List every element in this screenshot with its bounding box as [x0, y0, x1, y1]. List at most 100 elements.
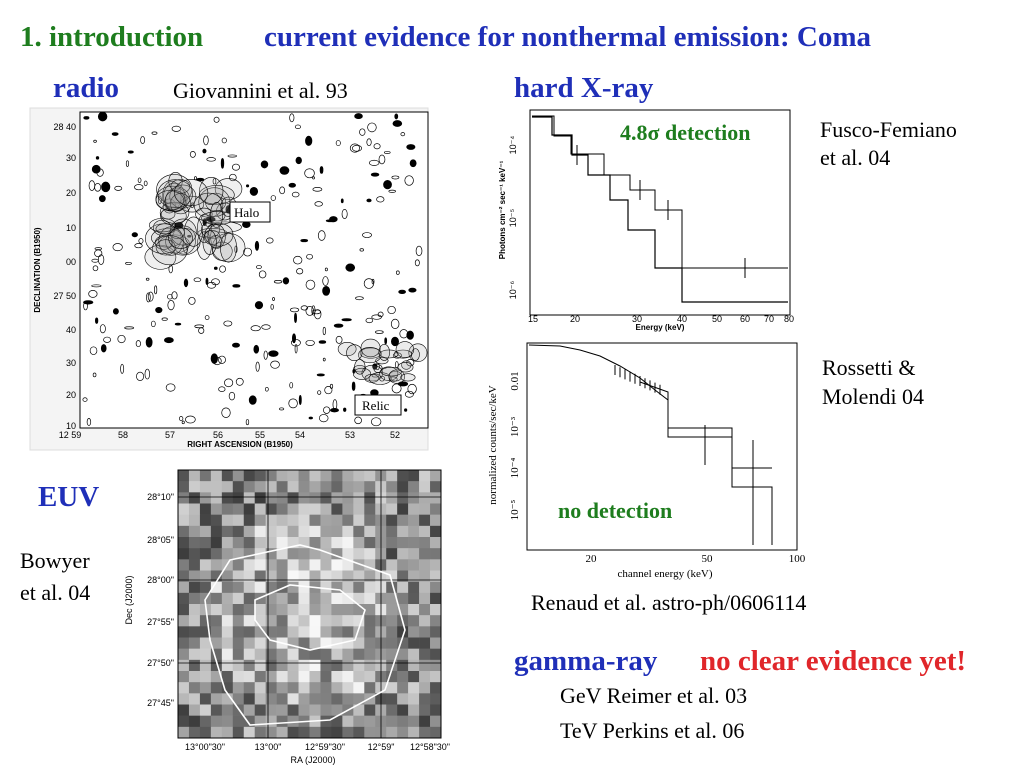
pixel [353, 604, 365, 616]
pixel [408, 693, 420, 705]
pixel [408, 671, 420, 683]
contour [366, 138, 372, 147]
y-tick-label: 20 [66, 390, 76, 400]
pixel [243, 592, 256, 605]
contour [317, 230, 326, 241]
pixel [287, 626, 299, 638]
contour [318, 414, 329, 423]
halo-contour [168, 227, 193, 249]
pixel [199, 726, 212, 739]
y-axis-label: normalized counts/sec/keV [487, 385, 499, 504]
contour [189, 151, 196, 158]
pixel [287, 604, 299, 616]
pixel [287, 525, 299, 538]
contour [95, 156, 100, 160]
pixel [309, 503, 321, 515]
pixel [221, 626, 234, 638]
pixel [178, 671, 190, 683]
pixel [309, 492, 321, 504]
contour [311, 305, 316, 316]
pixel [419, 726, 431, 739]
contour [300, 305, 309, 311]
pixel [430, 559, 442, 571]
pixel [178, 615, 190, 627]
contour [127, 150, 134, 154]
contour [143, 180, 148, 187]
pixel [298, 559, 310, 571]
pixel [210, 659, 223, 672]
pixel [243, 715, 256, 728]
pixel [408, 492, 420, 504]
pixel [386, 615, 398, 627]
pixel [309, 693, 321, 705]
contour [154, 285, 158, 295]
pixel [243, 637, 256, 649]
pixel [364, 704, 376, 716]
contour [93, 139, 97, 143]
pixel [364, 514, 376, 527]
pixel [419, 693, 431, 705]
pixel [210, 682, 223, 694]
pixel [331, 715, 343, 728]
pixel [408, 481, 420, 493]
pixel [287, 592, 299, 605]
annotation-box [229, 201, 271, 223]
contour [298, 395, 302, 405]
contour [260, 160, 269, 169]
pixel [298, 726, 310, 739]
pixel [178, 525, 190, 538]
pixel [232, 503, 245, 515]
contour [340, 198, 344, 204]
contour [96, 168, 104, 177]
contour [135, 340, 141, 348]
contour [91, 284, 102, 288]
pixel [210, 537, 223, 549]
pixel [232, 481, 245, 493]
contour [322, 326, 326, 336]
contour [415, 245, 423, 257]
x-tick-label: 100 [789, 553, 806, 565]
pixel [419, 581, 431, 594]
pixel [276, 693, 288, 705]
pixel [210, 570, 223, 582]
pixel [320, 514, 332, 527]
y-tick-label: 30 [66, 153, 76, 163]
pixel [221, 693, 234, 705]
pixel [320, 671, 332, 683]
contour [323, 406, 331, 414]
contour [254, 584, 366, 651]
pixel [210, 503, 223, 515]
bottom-citation-1: Rossetti & [822, 355, 916, 380]
pixel [178, 715, 190, 728]
pixel [419, 514, 431, 527]
contour [368, 159, 380, 166]
pixel [353, 682, 365, 694]
y-tick-label: 20 [66, 188, 76, 198]
pixel [353, 704, 365, 716]
contour [314, 201, 323, 207]
contour [404, 390, 414, 398]
contour [263, 350, 268, 360]
pixel [397, 604, 409, 616]
pixel [397, 671, 409, 683]
contour [187, 234, 192, 238]
pixel [298, 470, 310, 482]
pixel [287, 715, 299, 728]
pixel [364, 481, 376, 493]
contour [134, 243, 143, 249]
contour [254, 301, 264, 310]
contour [359, 128, 366, 136]
halo-contour [170, 193, 192, 215]
pixel [430, 570, 442, 582]
contour [354, 113, 363, 120]
contour [125, 261, 132, 265]
pixel [342, 693, 354, 705]
x-tick-label: 56 [213, 430, 223, 440]
pixel [353, 503, 365, 515]
pixel [221, 514, 234, 527]
relic-contour [395, 341, 415, 358]
pixel [353, 548, 365, 560]
pixel [243, 559, 256, 571]
pixel [397, 548, 409, 560]
pixel [178, 626, 190, 638]
